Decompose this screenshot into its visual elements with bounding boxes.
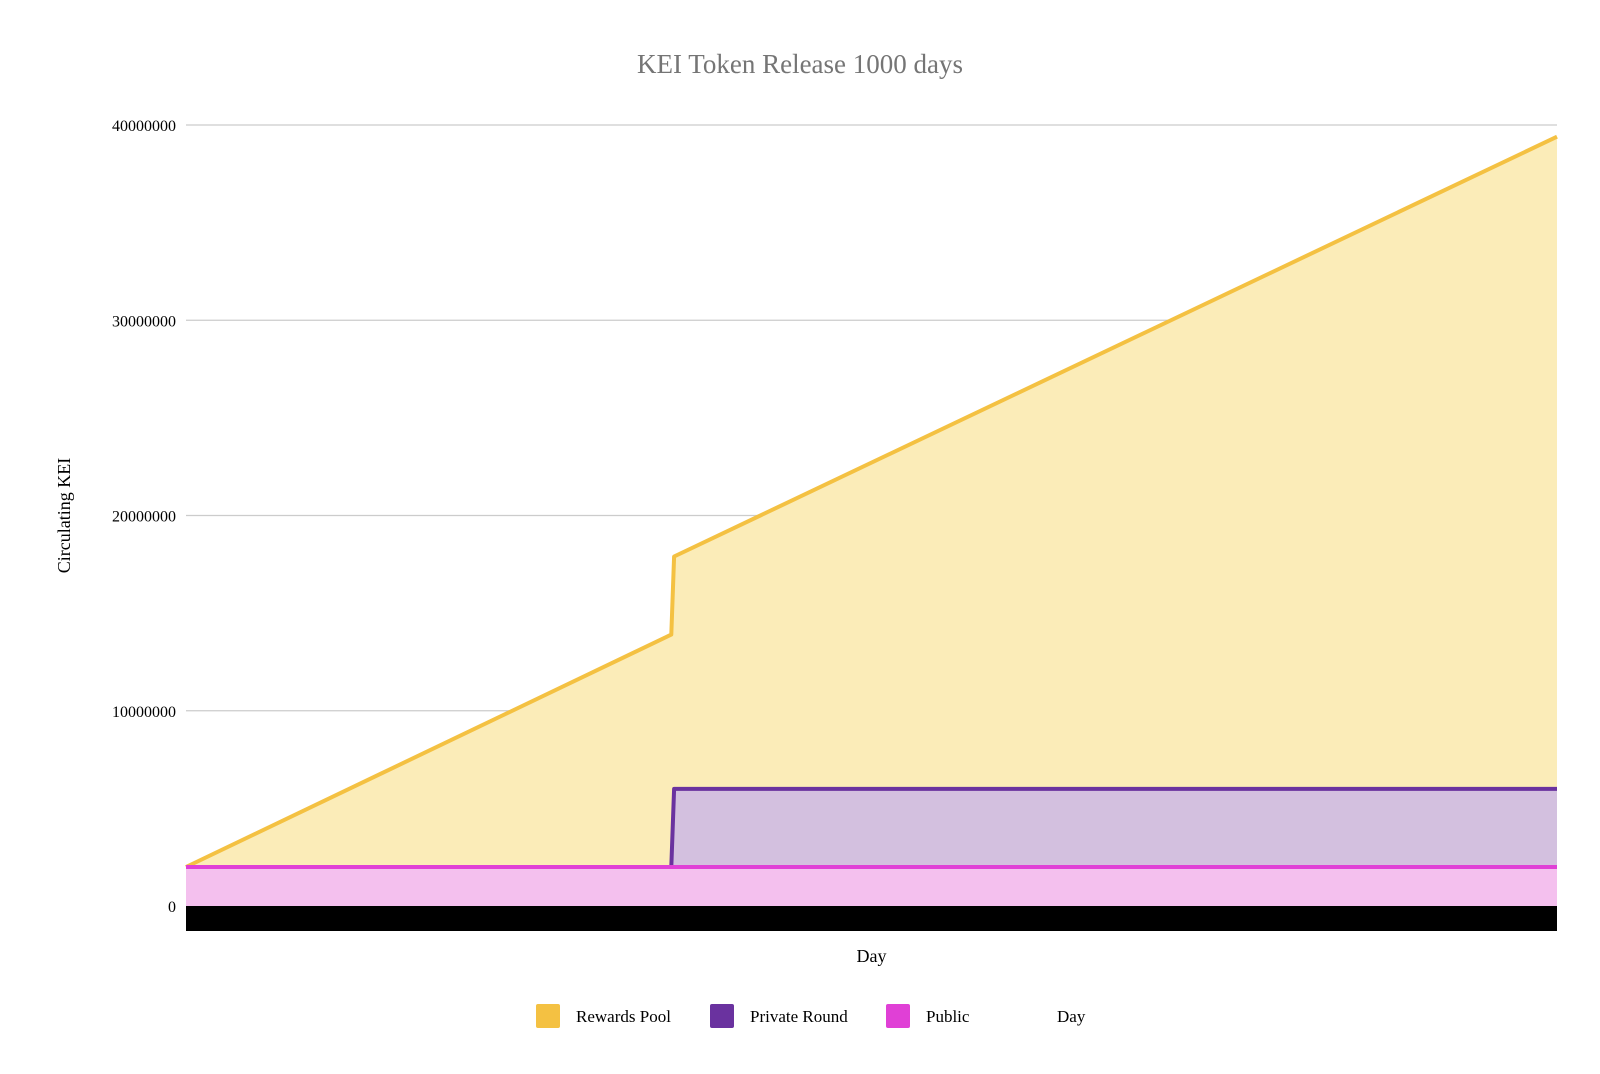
x-axis-title: Day [857, 946, 887, 966]
legend-swatch-private-round [710, 1004, 734, 1028]
y-axis-ticks: 0 10000000 20000000 30000000 40000000 [112, 118, 176, 916]
private-round-area [186, 788, 1557, 867]
y-tick-label: 0 [168, 899, 176, 916]
series-lines [185, 134, 1558, 869]
rewards-pool-line [185, 134, 1558, 869]
chart-title: KEI Token Release 1000 days [637, 49, 963, 79]
y-tick-label: 30000000 [112, 313, 176, 330]
rewards-pool-area [186, 136, 1557, 867]
legend-label-day: Day [1057, 1007, 1086, 1026]
series-areas [186, 136, 1557, 906]
y-axis-title: Circulating KEI [54, 458, 74, 573]
legend-swatch-public [886, 1004, 910, 1028]
y-tick-label: 40000000 [112, 118, 176, 135]
y-tick-label: 10000000 [112, 704, 176, 721]
public-area [186, 867, 1557, 906]
legend-swatch-rewards-pool [536, 1004, 560, 1028]
legend-label-public: Public [926, 1007, 970, 1026]
legend-label-rewards-pool: Rewards Pool [576, 1007, 671, 1026]
legend: Rewards Pool Private Round Public Day [536, 1004, 1086, 1028]
y-tick-label: 20000000 [112, 509, 176, 526]
legend-label-private-round: Private Round [750, 1007, 848, 1026]
x-axis-bar [186, 906, 1557, 931]
